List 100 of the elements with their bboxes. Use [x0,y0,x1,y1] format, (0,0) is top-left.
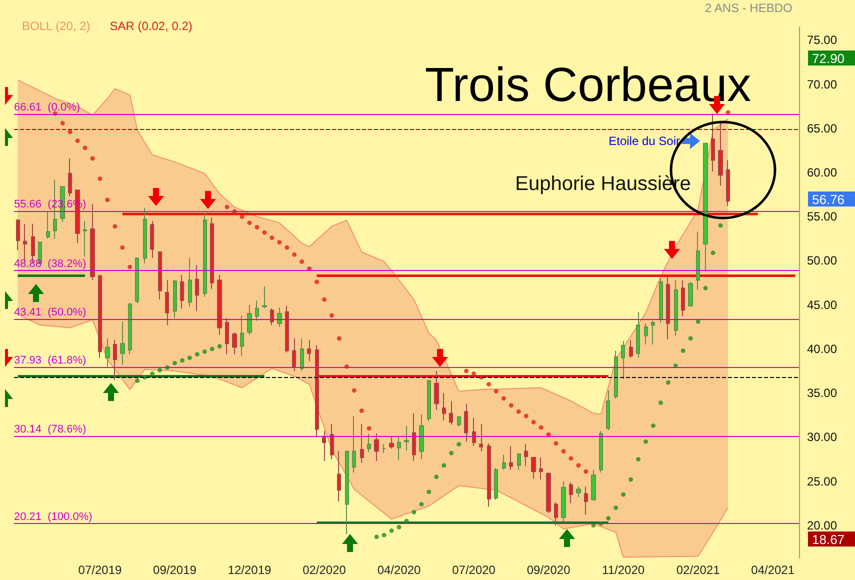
point [494,389,498,394]
x-tick-label: 09/2020 [526,563,571,577]
candlestick [262,286,267,309]
candlestick [472,417,476,446]
candlestick [591,469,596,502]
candlestick [367,433,371,453]
point [449,450,454,456]
x-tick-label: 12/2019 [228,563,272,577]
point [90,156,95,161]
candlestick [397,436,401,461]
candlestick [449,400,453,426]
point [60,120,65,126]
candlestick [255,300,259,322]
point [352,388,356,393]
candlestick [531,456,536,480]
candlestick [726,160,730,207]
candlestick [576,486,581,498]
candlestick [464,403,468,442]
point [172,360,177,366]
point [194,352,200,356]
candlestick [487,442,491,508]
candlestick [307,340,311,362]
candlestick [315,344,319,438]
point [240,214,244,219]
candlestick [217,274,222,336]
y-tick-label: 50.00 [807,254,838,268]
point [666,380,670,385]
candlestick [322,430,326,462]
candlestick [173,280,177,319]
candlestick [158,251,162,300]
candlestick [606,390,610,431]
candlestick [135,258,139,304]
x-tick-label: 11/2020 [602,563,645,577]
x-tick-label: 07/2019 [78,563,122,577]
point [606,516,611,521]
point [247,220,252,226]
point [419,502,424,506]
point [703,286,708,290]
candlestick [629,340,633,358]
candlestick [16,218,20,251]
point [680,348,686,353]
point [501,396,506,401]
candlestick [584,486,588,516]
point [120,245,125,250]
candlestick [696,231,700,290]
candlestick [165,280,169,326]
point [284,245,290,250]
candlestick [599,430,603,473]
text: 56.76 [812,192,845,207]
candlestick [374,433,379,462]
text: SAR (0.02, 0.2) [110,19,192,33]
candlestick [554,502,558,526]
candlestick [651,320,655,346]
ref-line-label: 37.93 (61.8%) [14,354,86,367]
annotation: Trois Corbeaux [424,59,752,112]
annotation: Etoile du Soir [608,134,680,148]
x-tick-label: 02/2020 [302,563,346,577]
point [105,198,110,202]
candlestick [300,338,304,372]
candlestick [389,436,394,450]
candlestick [188,258,192,308]
candlestick [517,453,521,470]
candlestick [277,306,282,328]
point [396,524,402,530]
point [128,264,132,270]
point [412,510,416,514]
ref-line-label: 30.14 (78.6%) [14,423,86,436]
candlestick [232,332,237,355]
point [262,230,267,235]
point [442,463,446,468]
x-tick-label: 02/2021 [676,563,720,577]
candlestick [509,445,513,470]
candlestick [352,415,356,473]
point [82,146,88,150]
point [508,403,514,408]
candlestick [128,302,132,355]
point [217,344,222,349]
y-tick-label: 20.00 [807,518,838,532]
point [382,532,386,538]
candlestick [195,264,199,312]
candlestick [382,444,386,454]
candlestick [270,308,274,326]
point [75,138,80,144]
candlestick [659,278,663,323]
point [135,378,140,383]
candlestick [621,340,625,380]
point [180,358,184,363]
x-tick-label: 09/2019 [153,563,197,577]
chart-subtitle: 2 ANS - HEBDO [704,1,792,15]
point [472,371,476,376]
candlestick [105,338,110,368]
y-tick-label: 55.00 [807,210,838,224]
point [366,426,372,431]
candlestick [143,207,147,264]
point [538,425,544,430]
point [658,400,663,406]
ref-line-label: 20.21 (100.0%) [14,511,92,524]
point [359,408,364,413]
candlestick [240,314,244,357]
point [486,382,491,386]
